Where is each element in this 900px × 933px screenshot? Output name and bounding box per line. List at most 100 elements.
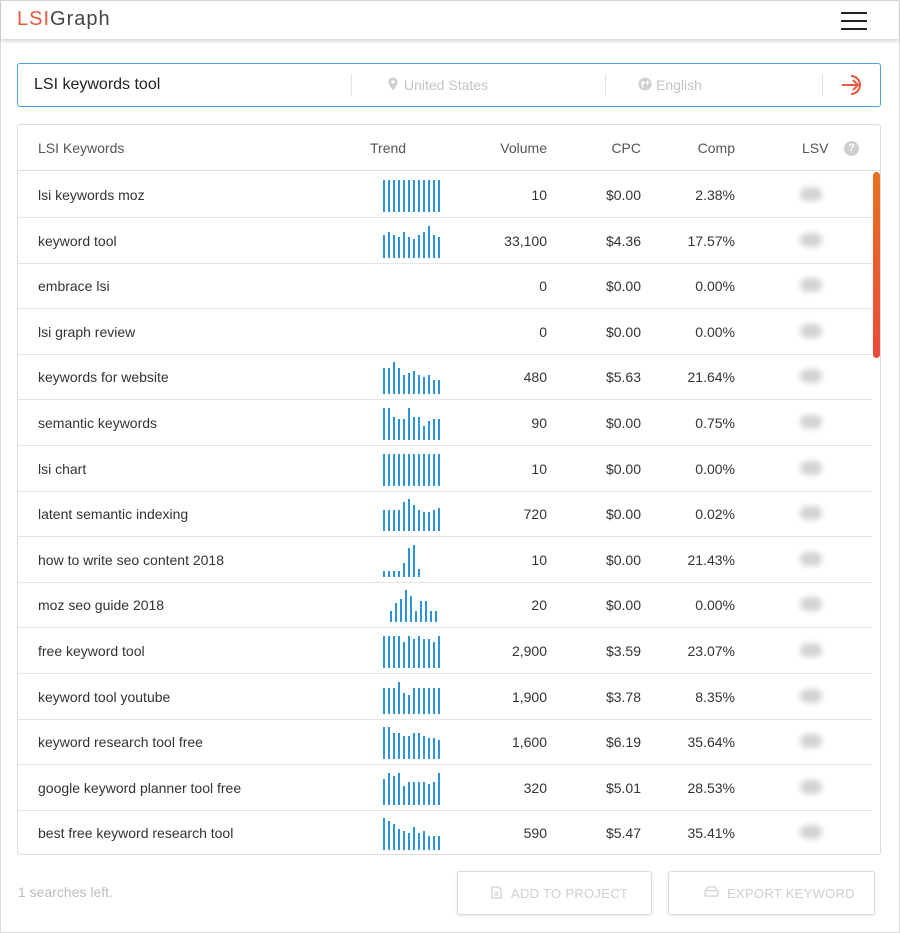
- row-comp: 17.57%: [687, 232, 735, 249]
- header-volume[interactable]: Volume: [500, 140, 547, 156]
- trend-bar: [428, 836, 430, 851]
- table-row[interactable]: keyword tool youtube 1,900 $3.78 8.35%: [18, 674, 872, 720]
- table-row[interactable]: google keyword planner tool free 320 $5.01…: [18, 765, 872, 811]
- trend-bar: [383, 687, 385, 714]
- logo-lsi: LSI: [17, 8, 51, 30]
- row-keyword: keyword tool youtube: [38, 688, 171, 705]
- menu-icon[interactable]: [841, 11, 867, 31]
- trend-bar: [403, 231, 405, 258]
- trend-bar: [408, 180, 410, 212]
- header-cpc[interactable]: CPC: [611, 140, 641, 156]
- table-row[interactable]: lsi graph review 0 $0.00 0.00%: [18, 309, 872, 355]
- row-volume: 20: [531, 597, 547, 614]
- row-volume: 10: [531, 187, 547, 203]
- trend-bar: [388, 180, 390, 212]
- export-keyword-button[interactable]: EXPORT KEYWORD: [668, 871, 875, 915]
- lsv-value-blurred: [800, 232, 822, 247]
- table-scrollbar[interactable]: [872, 172, 880, 854]
- table-row[interactable]: lsi chart 10 $0.00 0.00%: [18, 446, 872, 492]
- trend-bar: [438, 236, 440, 258]
- row-comp: 21.64%: [687, 369, 735, 386]
- trend-bar: [413, 544, 415, 577]
- trend-bar: [383, 570, 385, 577]
- trend-bar: [403, 419, 405, 440]
- trend-bar: [408, 499, 410, 532]
- trend-bar: [403, 785, 405, 805]
- row-comp: 0.02%: [695, 506, 735, 523]
- lsv-value-blurred: [800, 323, 822, 338]
- row-cpc: $3.78: [605, 688, 641, 705]
- location-select[interactable]: United States: [370, 64, 620, 106]
- table-row[interactable]: embrace lsi 0 $0.00 0.00%: [18, 263, 872, 310]
- help-icon[interactable]: ?: [844, 141, 859, 156]
- trend-bar: [388, 231, 390, 258]
- table-row[interactable]: best free keyword research tool 590 $5.47 3…: [18, 810, 872, 854]
- trend-bar: [438, 772, 440, 805]
- trend-bar: [410, 596, 412, 623]
- trend-bar: [418, 733, 420, 760]
- row-volume: 0: [539, 278, 547, 295]
- row-volume: 33,100: [504, 232, 547, 249]
- table-row[interactable]: lsi keywords moz 10 $0.00 2.38%: [18, 172, 872, 218]
- trend-bar: [420, 601, 422, 623]
- add-to-project-button[interactable]: ADD TO PROJECT: [457, 871, 652, 915]
- trend-bar: [383, 636, 385, 668]
- trend-bar: [435, 611, 437, 623]
- trend-bar: [395, 603, 397, 623]
- table-row[interactable]: keyword tool 33,100 $4.36 17.57%: [18, 218, 872, 264]
- lsv-value-blurred: [800, 779, 822, 794]
- trend-bar: [388, 636, 390, 668]
- trend-bar: [400, 599, 402, 623]
- trend-bar: [423, 781, 425, 805]
- language-select[interactable]: English: [622, 64, 840, 106]
- logo[interactable]: LSIGraph: [17, 8, 111, 31]
- header-lsv[interactable]: LSV: [802, 140, 829, 156]
- table-row[interactable]: keyword research tool free 1,600 $6.19 35.6…: [18, 719, 872, 766]
- header-trend[interactable]: Trend: [370, 140, 407, 156]
- trend-sparkline: [381, 360, 441, 395]
- trend-bar: [408, 694, 410, 714]
- table-row[interactable]: how to write seo content 2018 10 $0.00 21.4…: [18, 537, 872, 583]
- scrollbar-thumb[interactable]: [873, 172, 880, 358]
- row-cpc: $0.00: [605, 323, 641, 340]
- table-header: LSI Keywords Trend Volume CPC Comp LSV ?: [18, 125, 880, 171]
- trend-bar: [393, 417, 395, 440]
- trend-sparkline: [381, 452, 441, 486]
- trend-bar: [383, 778, 385, 805]
- header-comp[interactable]: Comp: [697, 140, 735, 156]
- trend-bar: [398, 829, 400, 851]
- trend-bar: [383, 818, 385, 851]
- keyword-search-input[interactable]: [34, 64, 350, 106]
- menu-line: [841, 28, 867, 30]
- table-row[interactable]: free keyword tool 2,900 $3.59 23.07%: [18, 628, 872, 674]
- trend-bar: [403, 562, 405, 577]
- row-keyword: free keyword tool: [38, 643, 145, 659]
- trend-bar: [405, 590, 407, 623]
- table-row[interactable]: moz seo guide 2018 20 $0.00 0.00%: [18, 582, 872, 629]
- table-row[interactable]: latent semantic indexing 720 $0.00 0.02%: [18, 491, 872, 538]
- table-row[interactable]: semantic keywords 90 $0.00 0.75%: [18, 400, 872, 446]
- trend-bar: [398, 636, 400, 668]
- trend-bar: [413, 180, 415, 212]
- row-keyword: lsi graph review: [38, 323, 136, 340]
- row-keyword: google keyword planner tool free: [38, 779, 242, 796]
- trend-bar: [413, 453, 415, 486]
- trend-sparkline: [381, 680, 441, 714]
- trend-bar: [418, 568, 420, 577]
- row-keyword: moz seo guide 2018: [38, 597, 165, 614]
- trend-bar: [438, 740, 440, 760]
- searches-left-text: 1 searches left.: [18, 884, 113, 900]
- search-go-icon[interactable]: [840, 73, 866, 97]
- trend-bar: [433, 642, 435, 668]
- table-row[interactable]: keywords for website 480 $5.63 21.64%: [18, 354, 872, 401]
- trend-bar: [398, 733, 400, 760]
- row-cpc: $4.36: [605, 232, 641, 249]
- logo-graph: Graph: [50, 8, 111, 30]
- trend-bar: [413, 827, 415, 851]
- trend-bar: [388, 408, 390, 440]
- row-comp: 35.41%: [687, 825, 735, 842]
- trend-bar: [403, 180, 405, 212]
- lsv-value-blurred: [800, 506, 822, 521]
- trend-bar: [398, 236, 400, 258]
- header-keyword[interactable]: LSI Keywords: [38, 140, 125, 156]
